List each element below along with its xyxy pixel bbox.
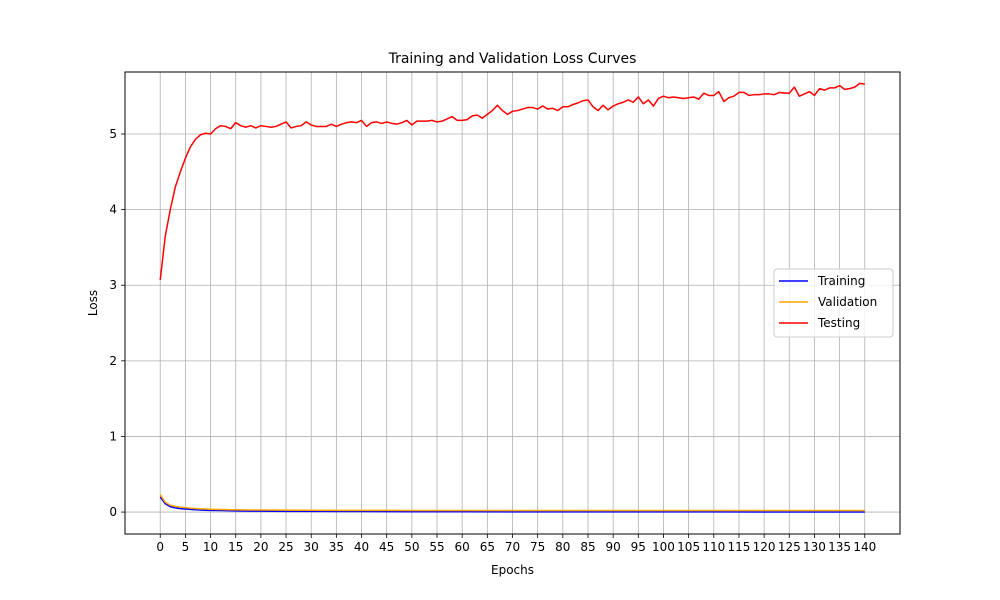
y-axis-label: Loss <box>86 290 100 316</box>
y-tick-label: 4 <box>109 203 117 217</box>
x-tick-label: 40 <box>354 540 369 554</box>
x-tick-label: 55 <box>429 540 444 554</box>
x-tick-label: 140 <box>853 540 876 554</box>
legend: Training Validation Testing <box>773 268 894 338</box>
y-tick-label: 3 <box>109 278 117 292</box>
x-tick-label: 75 <box>530 540 545 554</box>
x-tick-label: 135 <box>828 540 851 554</box>
x-tick-label: 85 <box>580 540 595 554</box>
x-axis-label: Epochs <box>491 563 534 577</box>
validation-series-line <box>159 494 865 512</box>
series-group <box>159 82 865 513</box>
legend-box <box>773 268 894 338</box>
x-tick-label: 45 <box>379 540 394 554</box>
legend-label-training: Training <box>817 274 865 288</box>
testing-series-line <box>159 82 865 281</box>
grid <box>125 72 900 534</box>
x-tick-label: 110 <box>702 540 725 554</box>
x-tick-label: 115 <box>728 540 751 554</box>
chart-title: Training and Validation Loss Curves <box>388 51 637 67</box>
x-tick-label: 90 <box>606 540 621 554</box>
x-tick-label: 100 <box>652 540 675 554</box>
training-series-line <box>159 496 865 513</box>
x-tick-label: 60 <box>455 540 470 554</box>
x-tick-label: 105 <box>677 540 700 554</box>
y-tick-label: 5 <box>109 127 117 141</box>
x-tick-label: 25 <box>278 540 293 554</box>
x-tick-label: 120 <box>753 540 776 554</box>
x-tick-label: 30 <box>304 540 319 554</box>
x-tick-label: 50 <box>404 540 419 554</box>
x-tick-label: 0 <box>156 540 164 554</box>
x-tick-label: 130 <box>803 540 826 554</box>
ticks: 0 5 10 15 20 25 30 35 40 45 50 55 60 65 70 75 80 85 90 95 10… <box>109 127 876 554</box>
x-tick-label: 80 <box>555 540 570 554</box>
y-tick-label: 0 <box>109 505 117 519</box>
x-tick-label: 95 <box>631 540 646 554</box>
x-tick-label: 70 <box>505 540 520 554</box>
x-tick-label: 5 <box>182 540 190 554</box>
x-tick-label: 15 <box>228 540 243 554</box>
legend-label-testing: Testing <box>817 316 860 330</box>
x-tick-label: 125 <box>778 540 801 554</box>
x-tick-label: 65 <box>480 540 495 554</box>
x-tick-label: 35 <box>329 540 344 554</box>
x-tick-label: 20 <box>253 540 268 554</box>
y-tick-label: 1 <box>109 429 117 443</box>
y-tick-label: 2 <box>109 354 117 368</box>
legend-label-validation: Validation <box>818 295 877 309</box>
x-tick-label: 10 <box>203 540 218 554</box>
